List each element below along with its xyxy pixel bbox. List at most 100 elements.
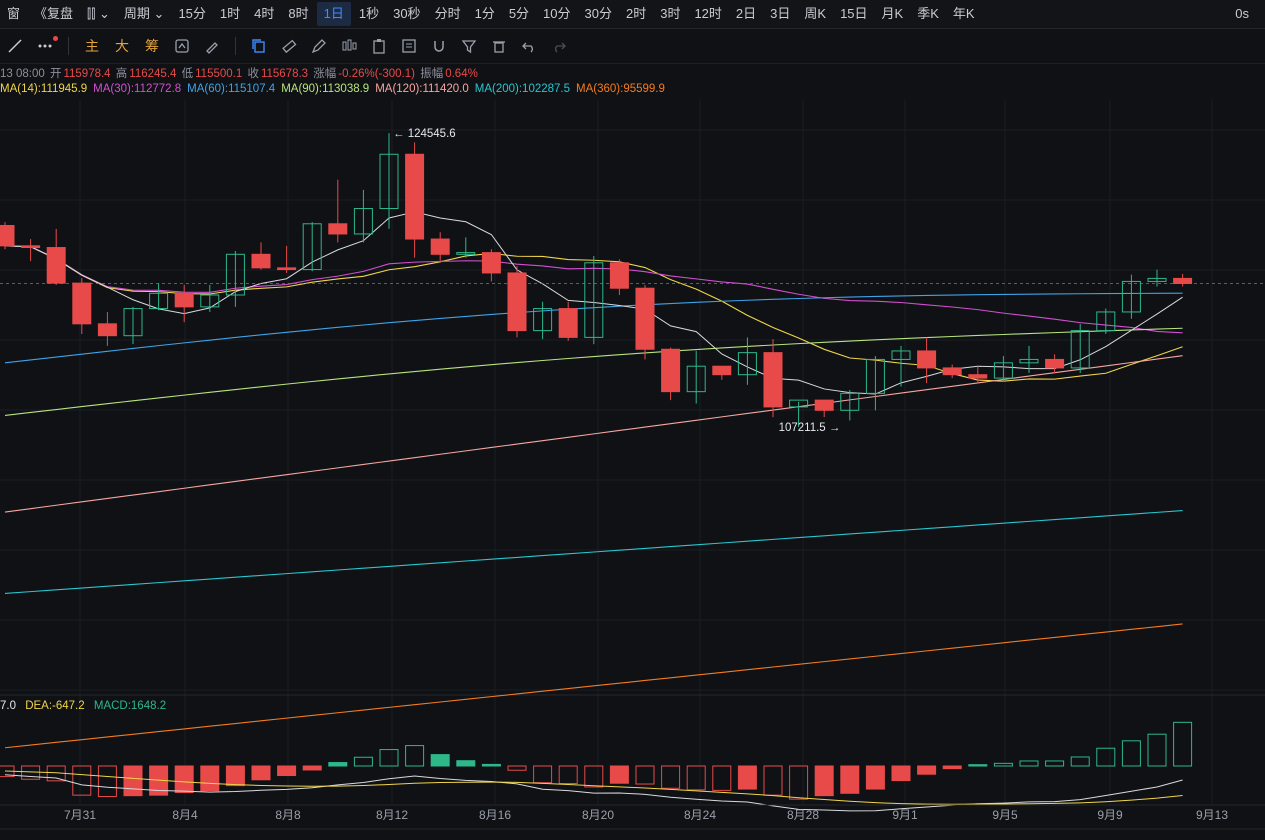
macd-dif-line xyxy=(4,774,1183,812)
interval-button[interactable]: 1日 xyxy=(316,2,351,26)
candle-up xyxy=(379,153,399,210)
x-axis-label: 9月13 xyxy=(1196,808,1228,822)
redo-icon[interactable] xyxy=(546,33,572,59)
interval-button[interactable]: 季K xyxy=(917,6,939,21)
macd-bar-down xyxy=(865,765,885,790)
candle-pattern-icon[interactable] xyxy=(336,33,362,59)
trend-line-icon[interactable] xyxy=(2,33,28,59)
interval-button[interactable]: 2时 xyxy=(625,6,647,21)
filter-icon[interactable] xyxy=(456,33,482,59)
interval-button[interactable]: 2日 xyxy=(735,6,757,21)
macd-bar-down xyxy=(200,765,220,792)
candle-up xyxy=(533,308,553,332)
pen-icon[interactable] xyxy=(306,33,332,59)
undo-icon[interactable] xyxy=(516,33,542,59)
macd-dea-line xyxy=(4,770,1183,805)
x-axis-label: 8月16 xyxy=(479,808,511,822)
macd-bar-down xyxy=(686,765,706,791)
high-label: 高 xyxy=(115,68,128,80)
interval-button[interactable]: 5分 xyxy=(508,6,530,21)
interval-button[interactable]: 4时 xyxy=(254,6,275,21)
candle-down xyxy=(763,352,783,408)
magnet-icon[interactable] xyxy=(426,33,452,59)
ma-line-ma200 xyxy=(4,510,1183,594)
interval-button[interactable]: 月K xyxy=(881,6,904,21)
ma-line-ma360 xyxy=(4,623,1183,749)
interval-button[interactable]: 1时 xyxy=(219,6,241,21)
copy-icon[interactable] xyxy=(246,33,272,59)
amplitude-label: 振幅 xyxy=(420,68,444,80)
change-label: 涨幅 xyxy=(313,68,337,80)
candle-up xyxy=(686,365,706,393)
interval-button[interactable]: 30秒 xyxy=(393,6,421,21)
macd-bar-up xyxy=(968,764,988,767)
ruler-icon[interactable] xyxy=(276,33,302,59)
window-button[interactable]: 窗 xyxy=(7,6,21,21)
candle-up xyxy=(891,350,911,360)
period-dropdown[interactable]: 周期 ⌄ xyxy=(117,0,172,28)
interval-button[interactable]: 10分 xyxy=(543,6,571,21)
macd-bar-down xyxy=(891,765,911,782)
chart-grid xyxy=(0,100,1265,805)
macd-dea-value: DEA:-647.2 xyxy=(25,700,85,712)
trash-icon[interactable] xyxy=(486,33,512,59)
candle-down xyxy=(251,253,271,269)
interval-button[interactable]: 1分 xyxy=(474,6,495,21)
change-value: -0.26%(-300.1) xyxy=(338,68,415,80)
interval-button[interactable]: 年K xyxy=(952,6,975,21)
candle-down xyxy=(942,367,962,376)
candle-up xyxy=(993,362,1013,379)
interval-button[interactable]: 8时 xyxy=(288,6,309,21)
chips-indicator-button[interactable]: 筹 xyxy=(145,38,159,54)
more-icon[interactable] xyxy=(32,33,58,59)
brush-icon[interactable] xyxy=(199,33,225,59)
latency-indicator: 0s xyxy=(1235,6,1249,21)
interval-button[interactable]: 周K xyxy=(804,6,827,21)
macd-bar-down xyxy=(97,765,117,797)
interval-button[interactable]: 30分 xyxy=(584,6,612,21)
macd-bar-down xyxy=(942,765,962,770)
x-axis-label: 8月24 xyxy=(684,808,716,822)
interval-button[interactable]: 1秒 xyxy=(358,6,380,21)
interval-button[interactable]: 15日 xyxy=(840,6,868,21)
interval-button[interactable]: 3时 xyxy=(660,6,681,21)
open-label: 开 xyxy=(49,68,62,80)
interval-button[interactable]: 3日 xyxy=(770,6,791,21)
x-axis-label: 9月9 xyxy=(1097,808,1123,822)
close-value: 115678.3 xyxy=(260,68,309,80)
candle-down xyxy=(917,350,937,369)
macd-bar-up xyxy=(1096,747,1116,767)
compare-icon[interactable] xyxy=(169,33,195,59)
macd-bar-up xyxy=(328,762,348,767)
candle-down xyxy=(712,365,732,376)
candle-up xyxy=(200,294,220,308)
amplitude-value: 0.64% xyxy=(445,68,478,80)
candle-down xyxy=(609,262,629,289)
candle-up xyxy=(789,399,809,408)
macd-bar-up xyxy=(481,763,501,767)
candle-down xyxy=(46,247,66,284)
macd-legend: 7.0 DEA:-647.2 MACD:1648.2 xyxy=(0,700,172,716)
x-axis-label: 8月12 xyxy=(376,808,408,822)
interval-button[interactable]: 分时 xyxy=(434,6,461,21)
candle-down xyxy=(21,245,41,249)
chevron-down-icon: ⌄ xyxy=(99,6,110,21)
open-value: 115978.4 xyxy=(63,68,111,80)
notes-icon[interactable] xyxy=(396,33,422,59)
interval-button[interactable]: 15分 xyxy=(178,6,206,21)
candle-up xyxy=(1019,358,1039,364)
bar-time: 13 08:00 xyxy=(0,68,45,80)
main-indicator-button[interactable]: 主 xyxy=(85,38,99,54)
macd-bar-down xyxy=(533,765,553,784)
replay-button[interactable]: 《复盘 xyxy=(27,0,80,28)
candle-up xyxy=(1070,330,1090,369)
clipboard-icon[interactable] xyxy=(366,33,392,59)
large-indicator-button[interactable]: 大 xyxy=(115,38,129,54)
chart-type-dropdown[interactable]: ⫿⫿ ⌄ xyxy=(80,0,117,28)
interval-button[interactable]: 12时 xyxy=(694,6,722,21)
ma-line-ma120 xyxy=(4,355,1183,513)
x-axis-label: 8月4 xyxy=(172,808,198,822)
macd-bar-up xyxy=(1019,760,1039,767)
replay-icon: 《 xyxy=(34,6,48,21)
